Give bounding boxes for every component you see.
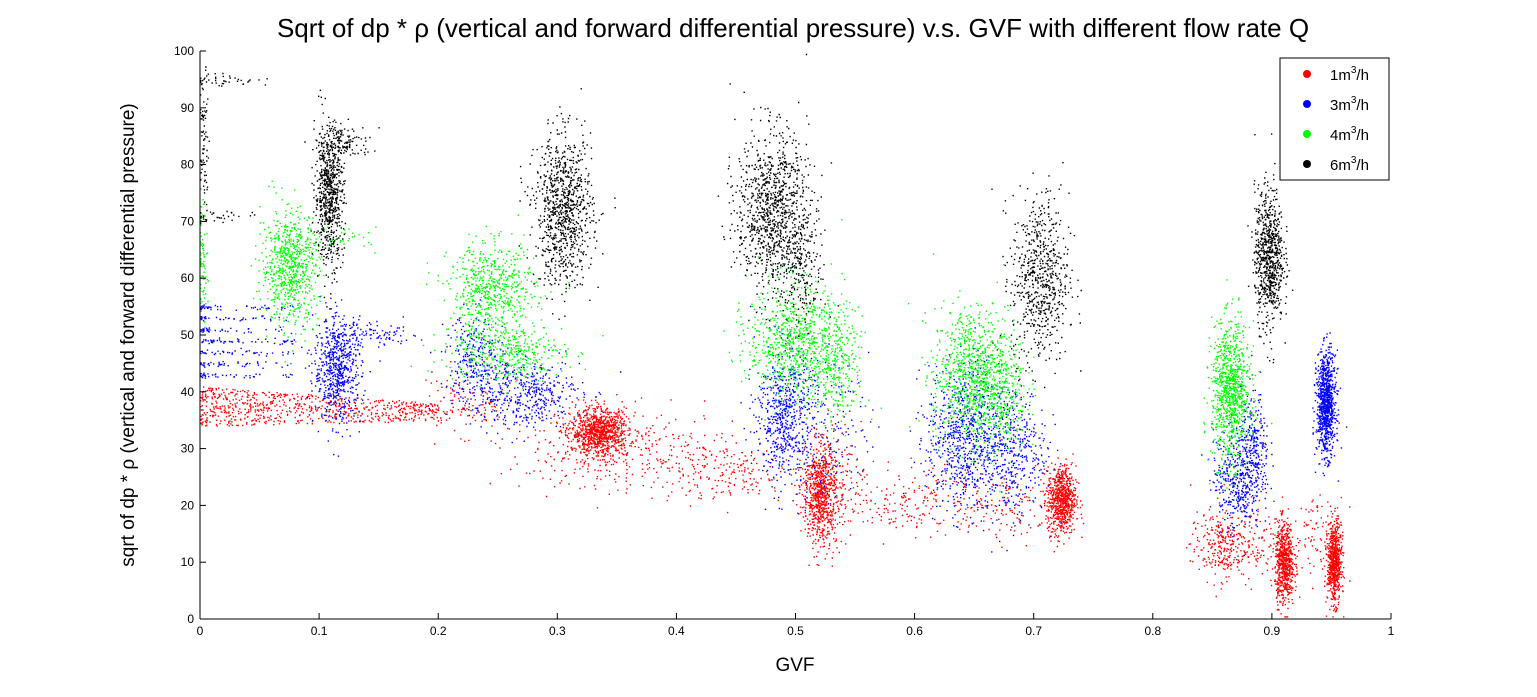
x-tick-label: 0.4 [668,624,685,638]
x-tick-label: 0.3 [549,624,566,638]
legend-label-1: 1m3/h [1330,65,1369,84]
y-tick-label: 20 [181,498,195,512]
y-tick-label: 40 [181,385,195,399]
x-tick-label: 0.1 [311,624,328,638]
legend: 1m3/h 3m3/h 4m3/h 6m3/h [1279,57,1390,181]
legend-marker-3 [1303,130,1311,138]
y-tick-label: 10 [181,555,195,569]
y-tick-label: 60 [181,271,195,285]
y-tick-label: 0 [187,612,194,626]
x-tick-label: 0.5 [787,624,804,638]
series-3-points [200,180,1273,500]
x-tick-label: 0.9 [1264,624,1281,638]
plot-area [200,51,1391,619]
y-tick-label: 30 [181,442,195,456]
x-tick-label: 0 [197,624,204,638]
x-axis-ticks: 0 0.1 0.2 0.3 0.4 0.5 0.6 0.7 0.8 0.9 1 [197,613,1395,638]
chart-title: Sqrt of dp * ρ (vertical and forward dif… [277,13,1309,43]
y-axis-ticks: 0 10 20 30 40 50 60 70 80 90 100 [174,44,206,626]
legend-label-2: 3m3/h [1330,95,1369,114]
legend-marker-1 [1303,70,1311,78]
y-axis-label: sqrt of dp * ρ (vertical and forward dif… [118,103,139,567]
x-tick-label: 0.7 [1025,624,1042,638]
legend-label-3: 4m3/h [1330,125,1369,144]
y-tick-label: 90 [181,101,195,115]
legend-marker-2 [1303,100,1311,108]
legend-marker-4 [1303,160,1311,168]
scatter-points-layer [200,53,1351,618]
y-tick-label: 100 [174,44,194,58]
x-tick-label: 0.6 [906,624,923,638]
x-tick-label: 1 [1388,624,1395,638]
x-axis-label: GVF [775,655,814,676]
y-tick-label: 70 [181,214,195,228]
series-3-markers [200,180,1273,500]
legend-box [1279,57,1390,181]
y-tick-label: 50 [181,328,195,342]
legend-label-4: 6m3/h [1330,155,1369,174]
x-tick-label: 0.8 [1144,624,1161,638]
x-tick-label: 0.2 [430,624,447,638]
y-tick-label: 80 [181,158,195,172]
